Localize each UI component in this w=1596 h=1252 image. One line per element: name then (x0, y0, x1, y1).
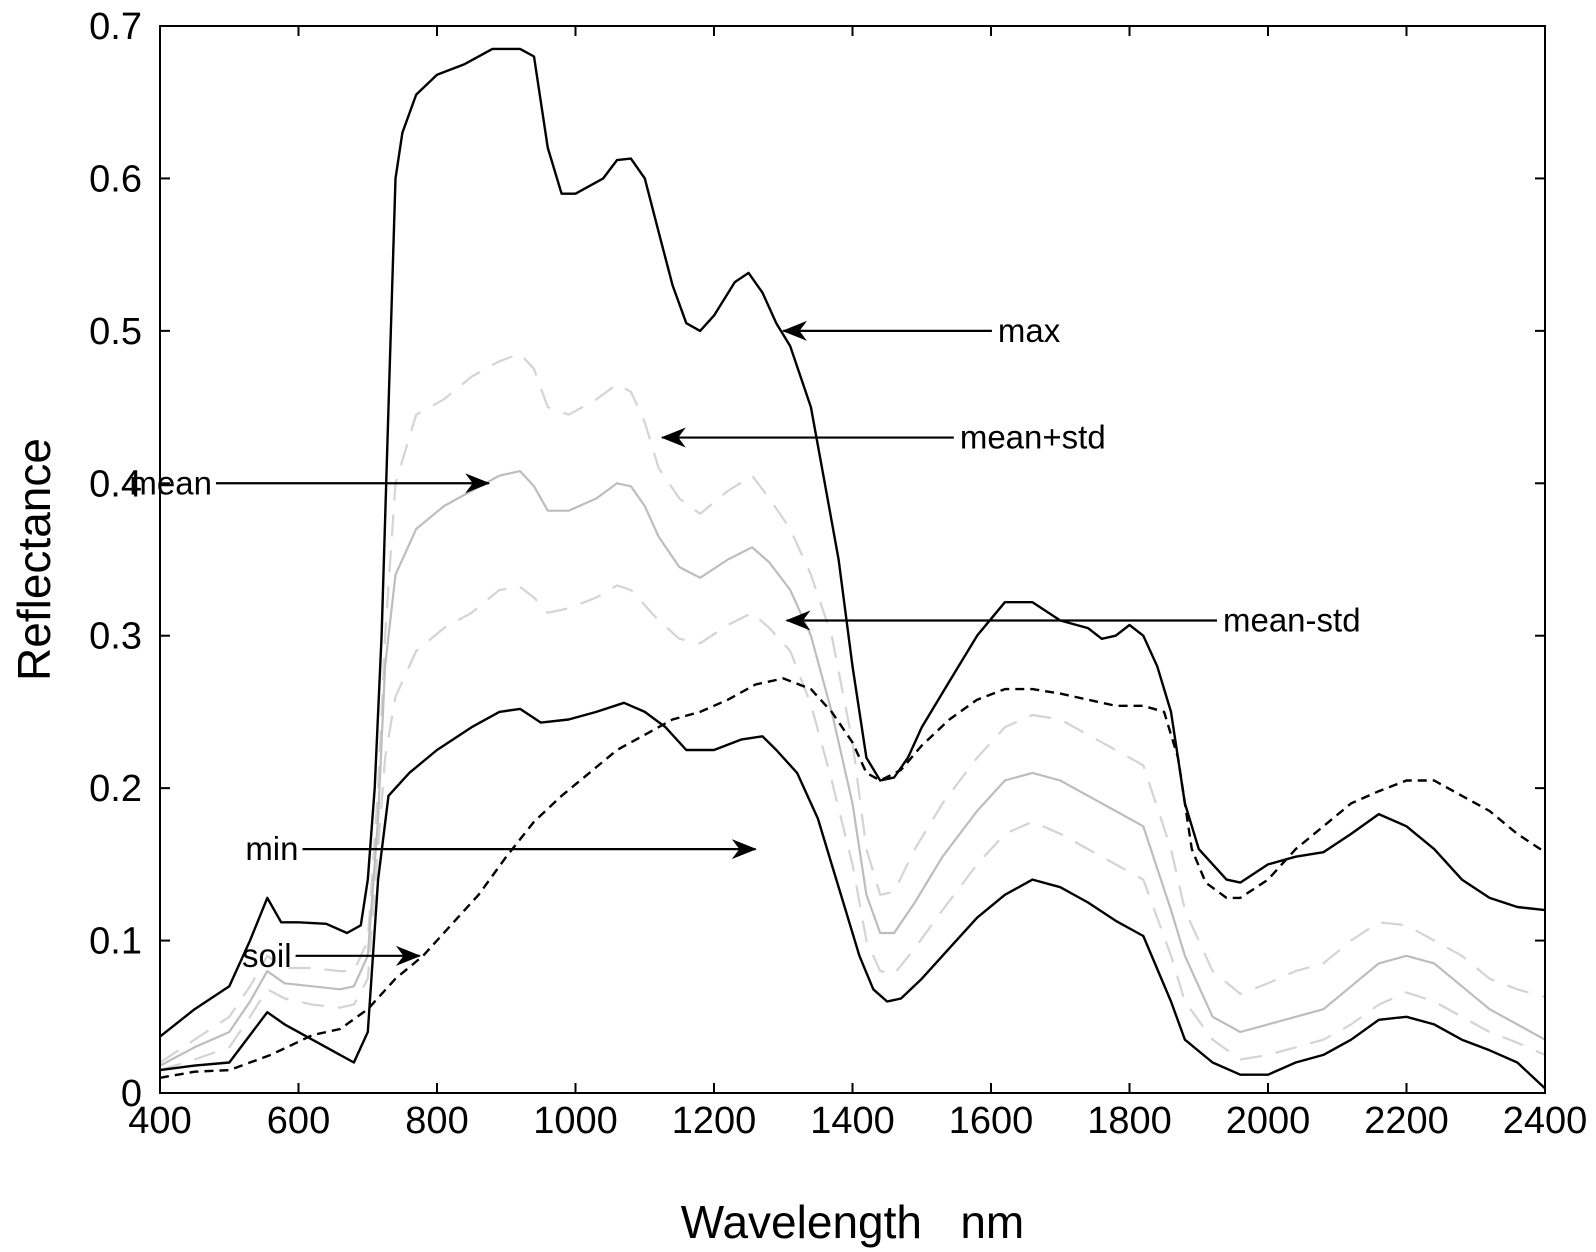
annotation-label-mean-std: mean+std (960, 419, 1106, 456)
x-tick-label: 1600 (949, 1100, 1034, 1142)
annotation-label-min: min (245, 830, 298, 867)
x-tick-label: 400 (128, 1100, 191, 1142)
y-tick-label: 0.6 (89, 158, 142, 200)
x-tick-label: 1400 (810, 1100, 895, 1142)
y-tick-label: 0.1 (89, 921, 142, 963)
annotation-label-max: max (998, 312, 1061, 349)
series-line-mean-std (159, 352, 1546, 1064)
y-tick-label: 0.7 (89, 6, 142, 48)
y-tick-label: 0.4 (89, 463, 142, 505)
x-tick-label: 1800 (1087, 1100, 1172, 1142)
series-line-min (159, 701, 1546, 1090)
x-axis-title: Wavelength nm (681, 1196, 1024, 1248)
annotations: max mean+std mean mean-std min soil (129, 312, 1360, 974)
y-tick-label: 0.2 (89, 768, 142, 810)
y-tick-label: 0.5 (89, 311, 142, 353)
annotation-label-mean-std: mean-std (1223, 601, 1361, 638)
annotation-label-mean: mean (129, 464, 212, 501)
series-line-soil (159, 677, 1546, 1079)
series-line-mean (159, 470, 1546, 1067)
axis-ticks: 400 600 800 1000 1200 1400 1600 1800 2000 2200 240… (89, 6, 1587, 1142)
annotation-label-soil: soil (242, 937, 292, 974)
series-line-mean-std (159, 584, 1546, 1072)
x-tick-label: 2200 (1364, 1100, 1449, 1142)
y-tick-label: 0.3 (89, 616, 142, 658)
x-tick-label: 1200 (672, 1100, 757, 1142)
series-lines (159, 47, 1546, 1090)
x-tick-label: 800 (405, 1100, 468, 1142)
x-tick-label: 2400 (1503, 1100, 1588, 1142)
y-tick-label: 0 (121, 1073, 142, 1115)
x-tick-label: 2000 (1226, 1100, 1311, 1142)
series-line-max (159, 47, 1546, 1038)
y-axis-title: Reflectance (8, 438, 60, 681)
x-tick-label: 600 (267, 1100, 330, 1142)
x-tick-label: 1000 (533, 1100, 618, 1142)
